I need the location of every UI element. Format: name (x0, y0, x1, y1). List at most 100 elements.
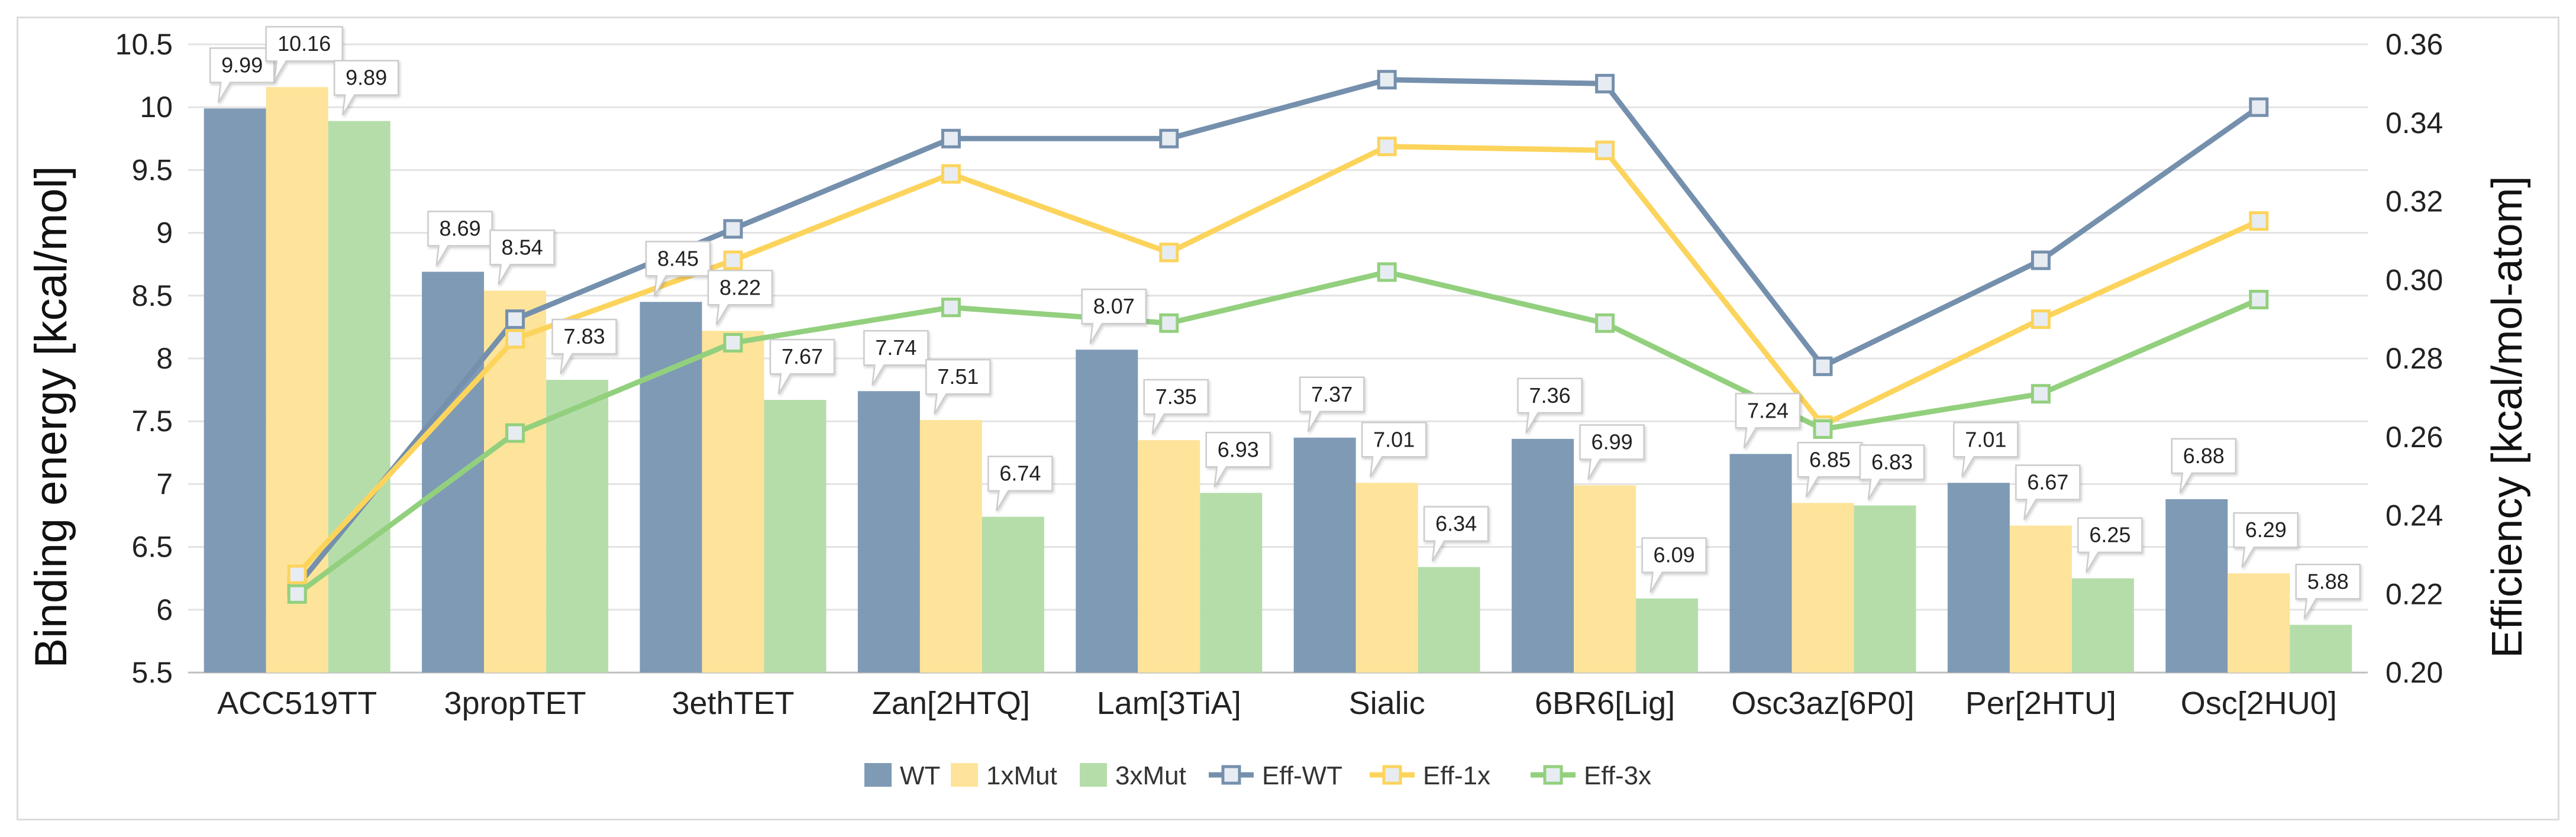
bar-1xmut (1138, 440, 1200, 673)
data-label-1xmut: 6.85 (1797, 442, 1863, 497)
legend-item-eff-1x: Eff-1x (1370, 761, 1490, 790)
data-label-3xmut: 6.09 (1641, 537, 1707, 593)
label-callout (427, 211, 493, 267)
data-label-text: 6.67 (2027, 470, 2068, 494)
data-label-text: 8.54 (502, 235, 543, 259)
label-callout (1735, 393, 1801, 449)
bar-1xmut (1574, 485, 1636, 673)
bar-1xmut (1791, 503, 1854, 673)
y-tick-label: 8 (156, 342, 173, 375)
label-callout (489, 230, 555, 285)
y2-tick-label: 0.24 (2385, 499, 2443, 532)
x-tick-label: ACC519TT (217, 686, 377, 721)
label-callout (1299, 376, 1365, 432)
y-tick-label: 6.5 (131, 531, 173, 564)
line-marker (505, 329, 525, 349)
data-label-3xmut: 6.93 (1205, 432, 1271, 487)
data-label-wt: 8.07 (1081, 288, 1147, 344)
line-marker (1159, 313, 1179, 333)
data-label-3xmut: 6.74 (987, 455, 1053, 512)
x-tick-label: Osc3az[6P0] (1731, 686, 1914, 721)
bar-3xmut (1636, 598, 1699, 673)
legend: WT 1xMut 3xMut Eff-WT Eff-1x Eff-3x (864, 761, 1651, 790)
label-callout (333, 60, 399, 116)
y-tick-label: 6 (156, 593, 173, 626)
bar-3xmut (546, 380, 609, 673)
data-label-1xmut: 7.35 (1143, 379, 1209, 435)
line-marker (1595, 313, 1615, 333)
legend-item-wt: WT (864, 761, 940, 790)
line-marker (287, 584, 307, 604)
label-callout (2077, 517, 2143, 573)
legend-label: 3xMut (1115, 761, 1186, 790)
bar-1xmut (484, 290, 547, 673)
y-tick-label: 9 (156, 216, 173, 250)
data-labels: 9.99 8.69 8.45 7.74 8.07 7.37 7.36 7.24 7.01 6.88… (209, 25, 2361, 619)
data-label-text: 7.37 (1311, 382, 1352, 406)
y2-axis-title: Efficiency [kcal/mol-atom] (2484, 176, 2531, 658)
label-callout (2015, 464, 2081, 521)
x-tick-label: 3ethTET (672, 686, 794, 721)
line-marker (2031, 384, 2051, 404)
bar-3xmut (1854, 505, 1916, 673)
y-tick-label: 7 (156, 467, 173, 500)
data-label-text: 8.45 (657, 246, 699, 270)
bar-3xmut (1418, 567, 1480, 673)
bar-3xmut (982, 516, 1044, 673)
data-label-text: 6.25 (2089, 523, 2130, 547)
x-tick-label: Lam[3TiA] (1097, 686, 1241, 721)
bar-3xmut (2071, 578, 2134, 673)
line-marker (1159, 243, 1179, 263)
x-tick-label: Per[2HTU] (1965, 686, 2116, 721)
chart-frame (17, 17, 2559, 820)
line-marker (1377, 70, 1397, 90)
data-label-wt: 7.36 (1517, 377, 1583, 434)
label-callout (551, 318, 617, 374)
bar-1xmut (919, 420, 982, 673)
label-callout (2171, 438, 2237, 494)
data-label-text: 7.36 (1529, 383, 1571, 408)
data-label-wt: 7.01 (1953, 422, 2019, 477)
data-label-text: 6.99 (1592, 430, 1633, 454)
data-label-3xmut: 7.83 (551, 318, 617, 374)
label-callout (1517, 377, 1583, 434)
label-callout (1641, 537, 1707, 593)
data-label-text: 5.88 (2307, 569, 2349, 593)
line-marker (2031, 250, 2051, 270)
y2-tick-label: 0.30 (2385, 263, 2443, 296)
y-axis-title: Binding energy [kcal/mol] (26, 166, 76, 668)
axes: Binding energy [kcal/mol] Efficiency [kc… (26, 28, 2531, 721)
legend-label: WT (900, 761, 940, 790)
line-marker (1377, 137, 1397, 157)
bar-1xmut (2009, 525, 2072, 673)
label-callout (1361, 422, 1427, 477)
data-label-text: 7.24 (1747, 398, 1789, 422)
bar-1xmut (1355, 483, 1418, 673)
label-callout (265, 25, 343, 82)
data-label-text: 8.07 (1093, 294, 1135, 318)
legend-swatch (864, 763, 892, 787)
data-label-text: 9.89 (346, 66, 387, 90)
bar-series (204, 87, 2352, 673)
data-label-text: 7.01 (1373, 427, 1415, 451)
line-marker (1813, 419, 1833, 439)
data-label-wt: 7.37 (1299, 376, 1365, 432)
bar-wt (2165, 499, 2228, 673)
legend-label: 1xMut (986, 761, 1057, 790)
y2-tick-label: 0.22 (2385, 577, 2443, 610)
y2-tick-label: 0.36 (2385, 28, 2443, 61)
line-marker (505, 309, 525, 329)
line-marker (941, 298, 961, 318)
x-tick-label: 3propTET (444, 686, 586, 721)
data-label-1xmut: 10.16 (265, 25, 343, 82)
x-tick-label: Zan[2HTQ] (872, 686, 1030, 721)
data-label-wt: 7.24 (1735, 393, 1801, 449)
data-label-1xmut: 7.51 (925, 358, 991, 415)
label-callout (1205, 432, 1271, 487)
data-label-3xmut: 5.88 (2295, 564, 2361, 619)
x-tick-label: 6BR6[Lig] (1535, 686, 1675, 721)
data-label-wt: 6.88 (2171, 438, 2237, 494)
line-marker (287, 564, 307, 584)
legend-swatch (1080, 763, 1107, 787)
